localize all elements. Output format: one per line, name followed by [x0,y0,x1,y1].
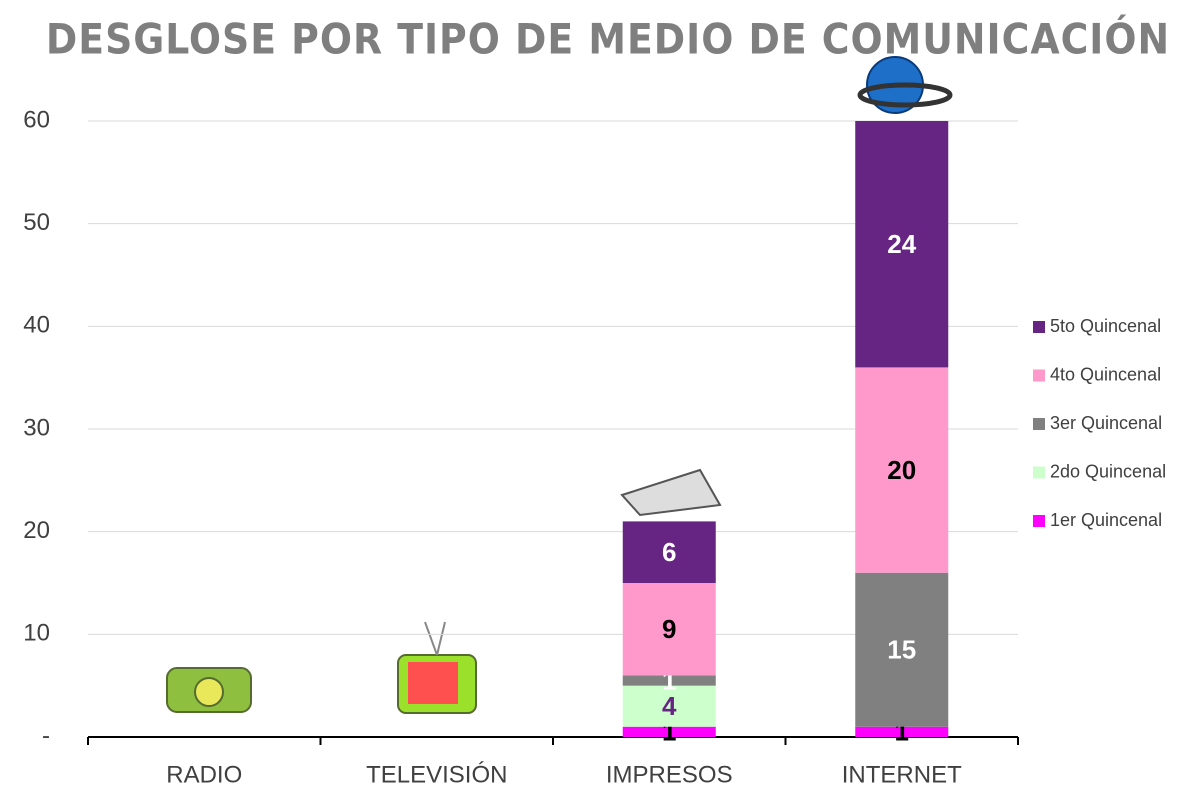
bar-segment [622,583,716,676]
cable-icon [857,82,953,108]
data-label: 24 [887,229,916,259]
data-label: 9 [662,614,676,644]
bar-segment [855,121,949,368]
legend-label: 3er Quincenal [1050,413,1162,433]
legend-swatch [1033,418,1045,430]
legend-swatch [1033,515,1045,527]
data-label: 4 [662,691,677,721]
legend-label: 4to Quincenal [1050,364,1161,384]
x-tick-label: IMPRESOS [606,761,733,788]
tv-antenna [436,621,446,656]
legend-swatch [1033,369,1045,382]
y-tick-label: 40 [23,312,50,339]
bar-segment [622,521,716,583]
x-tick-label: RADIO [166,761,242,788]
legend-label: 1er Quincenal [1050,510,1162,530]
x-tick-label: TELEVISIÓN [366,761,507,788]
chart-title: DESGLOSE POR TIPO DE MEDIO DE COMUNICACI… [46,14,1170,64]
data-label: 15 [887,635,916,665]
tv-screen [408,662,458,704]
data-label: 6 [662,537,676,567]
y-tick-label: - [42,722,50,749]
bar-segment [622,726,716,737]
data-label: 20 [887,455,916,485]
newspaper-icon [620,468,722,517]
legend-swatch [1033,321,1045,333]
y-tick-label: 20 [23,517,50,544]
bar-segment [855,572,949,727]
y-tick-label: 60 [23,106,50,133]
x-tick-label: INTERNET [842,761,962,788]
legend-label: 2do Quincenal [1050,461,1166,481]
y-tick-label: 30 [23,414,50,441]
radio-speaker [194,677,224,707]
icons [166,56,953,714]
y-tick-label: 50 [23,209,50,236]
legend-swatch [1033,466,1045,479]
tv-antenna [424,621,438,656]
bar-segment [622,685,716,727]
bar-segment [855,367,949,573]
bar-segment [622,675,716,686]
bar-segment [855,726,949,737]
y-tick-label: 10 [23,620,50,647]
legend-label: 5to Quincenal [1050,316,1161,336]
